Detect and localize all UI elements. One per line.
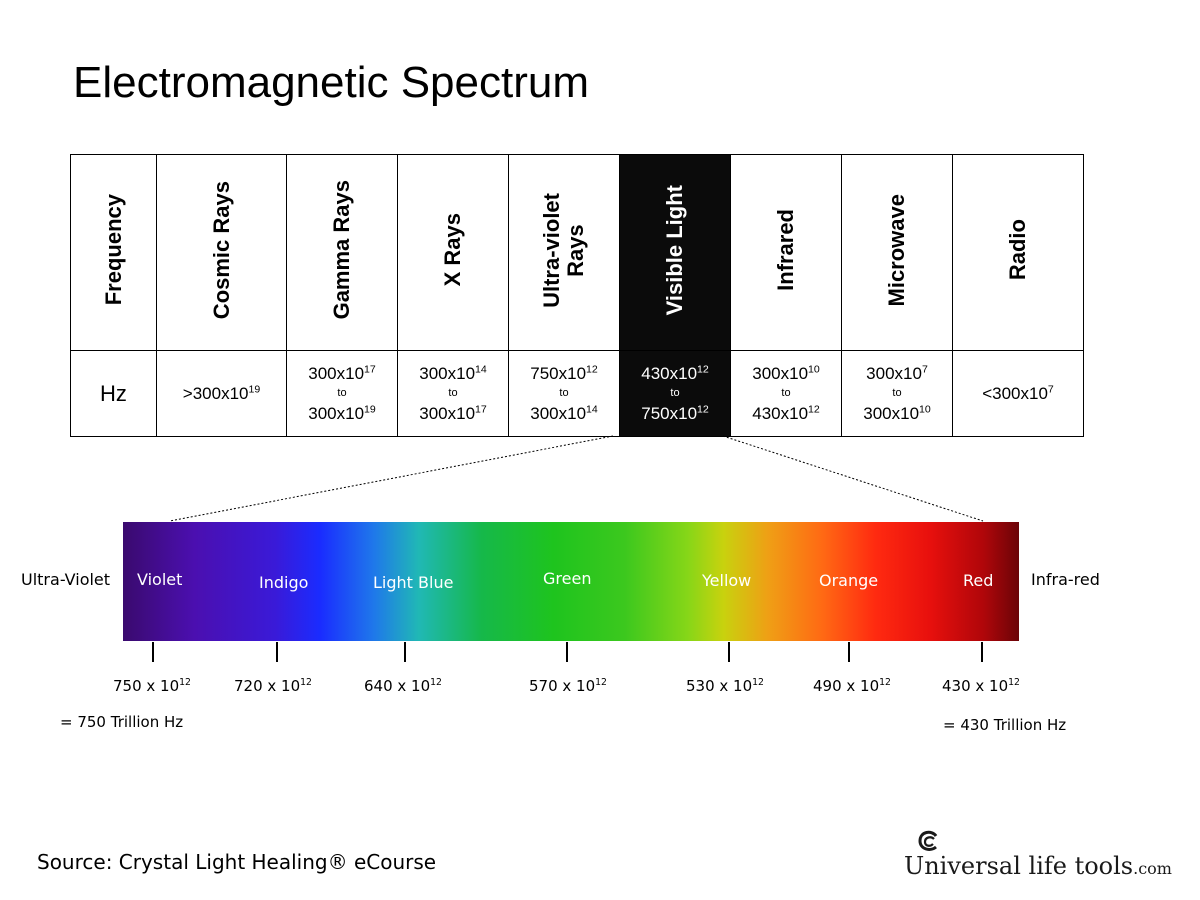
band-light-blue: Light Blue <box>373 573 454 592</box>
infrared-label: Infra-red <box>1031 570 1100 589</box>
tick-mark <box>848 642 850 662</box>
frequency-label: 430 x 1012 <box>942 677 1020 695</box>
header-infrared: Infrared <box>773 209 798 291</box>
header-x-rays: X Rays <box>440 213 465 287</box>
logo-wordmark: Universal life tools.com <box>904 852 1172 880</box>
frequency-range: 300x1010 to 430x1012 <box>731 363 841 423</box>
range-to: 300x1017 <box>419 403 487 423</box>
band-violet: Violet <box>137 570 183 589</box>
red-frequency-note: = 430 Trillion Hz <box>943 716 1067 734</box>
frequency-value: >300x1019 <box>182 382 261 403</box>
range-from: 430x1012 <box>641 363 709 383</box>
header-cell: Radio <box>952 154 1084 351</box>
unit-label: Hz <box>100 380 127 406</box>
connector-right <box>722 435 984 522</box>
header-cell: Ultra-violet Rays <box>508 154 620 351</box>
range-to-word: to <box>670 387 680 399</box>
frequency-label: 720 x 1012 <box>234 677 312 695</box>
frequency-cell: <300x107 <box>952 350 1084 437</box>
band-red: Red <box>963 571 994 590</box>
range-to-word: to <box>337 387 347 399</box>
header-frequency: Frequency <box>100 194 126 306</box>
frequency-cell: 300x1017 to 300x1019 <box>286 350 398 437</box>
swirl-logo-icon <box>918 830 938 851</box>
range-to: 300x1014 <box>530 403 598 423</box>
header-row: Frequency Cosmic Rays Gamma Rays X Rays … <box>70 154 1084 351</box>
page-title: Electromagnetic Spectrum <box>73 58 589 107</box>
header-cell: X Rays <box>397 154 509 351</box>
range-to: 300x1010 <box>863 403 931 423</box>
range-to: 750x1012 <box>641 403 709 423</box>
range-to: 300x1019 <box>308 403 376 423</box>
value-row: Hz >300x1019 300x1017 to 300x1019 300x1014 to… <box>70 350 1084 437</box>
frequency-label: 490 x 1012 <box>813 677 891 695</box>
range-to-word: to <box>781 387 791 399</box>
header-cell: Infrared <box>730 154 842 351</box>
frequency-cell: 300x107 to 300x1010 <box>841 350 953 437</box>
spectrum-table: Frequency Cosmic Rays Gamma Rays X Rays … <box>70 154 1084 437</box>
tick-mark <box>566 642 568 662</box>
tick-mark <box>276 642 278 662</box>
frequency-cell: 750x1012 to 300x1014 <box>508 350 620 437</box>
header-ultraviolet-rays: Ultra-violet Rays <box>539 192 588 308</box>
frequency-label: 530 x 1012 <box>686 677 764 695</box>
connector-left <box>169 435 614 522</box>
header-cell: Cosmic Rays <box>156 154 287 351</box>
frequency-label: 570 x 1012 <box>529 677 607 695</box>
range-to-word: to <box>559 387 569 399</box>
frequency-range: 750x1012 to 300x1014 <box>509 363 619 423</box>
range-to-word: to <box>892 387 902 399</box>
header-cell: Frequency <box>70 154 157 351</box>
tick-mark <box>152 642 154 662</box>
visible-spectrum-gradient <box>123 522 1019 641</box>
frequency-range: 430x1012 to 750x1012 <box>620 363 730 423</box>
frequency-cell: 300x1014 to 300x1017 <box>397 350 509 437</box>
header-gamma-rays: Gamma Rays <box>329 180 354 320</box>
header-microwave: Microwave <box>884 193 909 307</box>
header-visible-light: Visible Light <box>662 184 687 316</box>
violet-frequency-note: = 750 Trillion Hz <box>60 713 184 731</box>
frequency-value: <300x107 <box>982 382 1054 403</box>
range-from: 750x1012 <box>530 363 598 383</box>
band-yellow: Yellow <box>702 571 752 590</box>
range-from: 300x1017 <box>308 363 376 383</box>
header-cosmic-rays: Cosmic Rays <box>208 180 234 320</box>
range-to-word: to <box>448 387 458 399</box>
range-from: 300x1010 <box>752 363 820 383</box>
tick-mark <box>404 642 406 662</box>
logo-domain: .com <box>1133 859 1172 878</box>
frequency-range: 300x1017 to 300x1019 <box>287 363 397 423</box>
frequency-cell-highlight: 430x1012 to 750x1012 <box>619 350 731 437</box>
frequency-label: 750 x 1012 <box>113 677 191 695</box>
ultraviolet-label: Ultra-Violet <box>21 570 111 589</box>
band-indigo: Indigo <box>259 573 309 592</box>
range-from: 300x107 <box>866 363 928 383</box>
frequency-range: 300x1014 to 300x1017 <box>398 363 508 423</box>
unit-cell: Hz <box>70 350 157 437</box>
header-cell: Gamma Rays <box>286 154 398 351</box>
header-cell-highlight: Visible Light <box>619 154 731 351</box>
tick-mark <box>728 642 730 662</box>
frequency-cell: 300x1010 to 430x1012 <box>730 350 842 437</box>
header-radio: Radio <box>1005 219 1030 281</box>
band-orange: Orange <box>819 571 879 590</box>
logo-name: Universal life tools <box>904 852 1134 880</box>
frequency-label: 640 x 1012 <box>364 677 442 695</box>
source-credit: Source: Crystal Light Healing® eCourse <box>37 850 437 874</box>
universal-life-tools-logo: Universal life tools.com <box>900 830 1172 890</box>
range-from: 300x1014 <box>419 363 487 383</box>
frequency-cell: >300x1019 <box>156 350 287 437</box>
tick-mark <box>981 642 983 662</box>
range-to: 430x1012 <box>752 403 820 423</box>
frequency-range: 300x107 to 300x1010 <box>842 363 952 423</box>
band-green: Green <box>543 569 592 588</box>
header-cell: Microwave <box>841 154 953 351</box>
